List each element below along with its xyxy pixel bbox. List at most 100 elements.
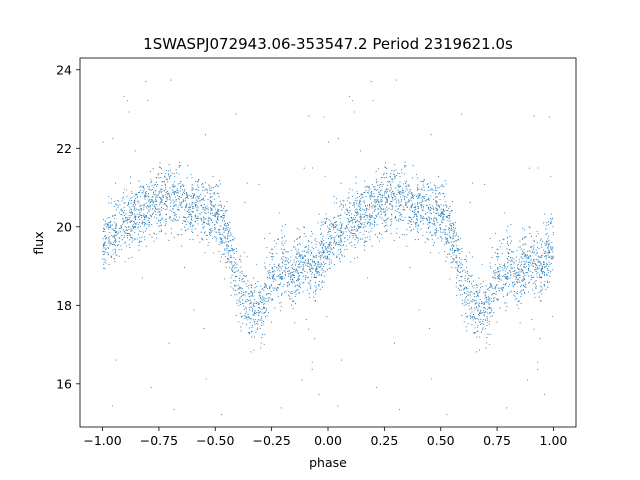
data-point xyxy=(442,185,444,187)
data-point xyxy=(458,250,460,252)
data-point xyxy=(175,213,177,216)
data-point xyxy=(477,310,479,312)
data-point xyxy=(409,190,411,192)
data-point xyxy=(522,253,524,255)
data-point xyxy=(208,223,210,225)
data-point xyxy=(219,232,221,234)
data-point xyxy=(470,307,472,309)
data-point xyxy=(221,253,223,255)
data-point xyxy=(352,222,354,224)
data-point xyxy=(210,219,213,221)
data-point xyxy=(313,291,315,293)
data-point xyxy=(434,233,436,235)
data-point xyxy=(297,249,300,251)
data-point xyxy=(473,300,475,302)
data-point xyxy=(460,280,462,282)
data-point xyxy=(436,201,438,204)
data-point xyxy=(162,196,165,198)
data-point xyxy=(374,202,376,204)
data-point xyxy=(459,272,461,274)
data-point xyxy=(378,191,380,193)
data-point xyxy=(499,246,501,248)
data-point xyxy=(283,259,285,262)
data-point xyxy=(487,300,489,302)
data-point xyxy=(248,284,250,287)
data-point xyxy=(183,267,186,269)
data-point xyxy=(315,270,317,272)
data-point xyxy=(318,266,320,268)
data-point xyxy=(281,294,283,296)
data-point xyxy=(350,241,352,243)
data-point xyxy=(450,210,453,212)
data-point xyxy=(150,181,152,183)
data-point xyxy=(372,204,374,206)
data-point xyxy=(369,239,371,241)
x-axis-ticks: −1.00 −0.75 −0.50 −0.25 0.00 0.25 0.50 0.75 1.00 xyxy=(83,427,567,448)
data-point xyxy=(535,235,537,237)
data-point xyxy=(278,212,280,214)
data-point xyxy=(168,342,170,344)
data-point xyxy=(139,204,141,206)
data-point xyxy=(179,190,181,192)
data-point xyxy=(412,216,414,219)
data-point xyxy=(358,226,360,228)
data-point xyxy=(507,225,509,227)
data-point xyxy=(122,218,124,220)
data-point xyxy=(414,203,416,205)
data-point xyxy=(390,208,392,211)
data-point xyxy=(438,252,440,254)
data-point xyxy=(493,312,495,314)
data-point xyxy=(348,95,351,97)
data-point xyxy=(376,215,378,217)
data-point xyxy=(416,177,419,179)
data-point xyxy=(381,222,383,224)
data-point xyxy=(507,237,509,239)
data-point xyxy=(226,249,228,251)
data-point xyxy=(130,202,132,204)
data-point xyxy=(196,204,198,206)
data-point xyxy=(197,184,199,186)
data-point xyxy=(295,284,297,286)
data-point xyxy=(295,248,297,250)
data-point xyxy=(524,252,526,254)
data-point xyxy=(337,243,339,246)
data-point xyxy=(271,267,273,269)
data-point xyxy=(253,336,255,338)
data-point xyxy=(464,279,466,282)
data-point xyxy=(112,253,114,255)
data-point xyxy=(219,183,221,185)
data-point xyxy=(377,204,379,206)
data-point xyxy=(196,195,198,197)
data-point xyxy=(110,198,112,200)
data-point xyxy=(473,287,475,289)
data-point xyxy=(187,228,189,230)
data-point xyxy=(323,256,325,259)
data-point xyxy=(522,271,524,273)
data-point xyxy=(448,216,451,218)
data-point xyxy=(254,287,256,289)
data-point xyxy=(525,271,527,274)
data-point xyxy=(205,208,208,210)
data-point xyxy=(376,198,378,200)
data-point xyxy=(374,234,376,236)
data-point xyxy=(325,246,327,248)
data-point xyxy=(382,196,384,198)
data-point xyxy=(489,297,491,299)
data-point xyxy=(431,222,433,224)
data-point xyxy=(411,203,413,205)
data-point xyxy=(225,241,227,243)
data-point xyxy=(520,303,522,305)
data-point xyxy=(179,203,181,205)
data-point xyxy=(519,240,521,242)
data-point xyxy=(120,213,122,216)
data-point xyxy=(386,230,388,232)
data-point xyxy=(299,274,301,276)
data-point xyxy=(299,282,301,284)
data-point xyxy=(522,270,524,272)
data-point xyxy=(134,209,136,212)
data-point xyxy=(466,296,468,298)
data-point xyxy=(552,246,554,248)
data-point xyxy=(311,268,313,270)
data-point xyxy=(301,257,303,259)
data-point xyxy=(549,217,551,219)
